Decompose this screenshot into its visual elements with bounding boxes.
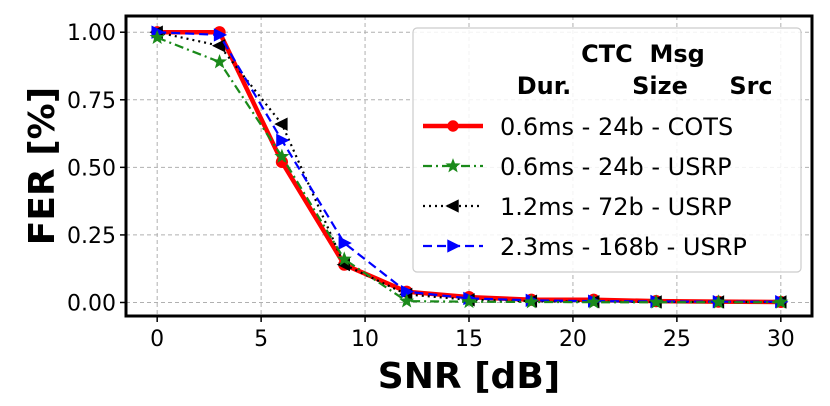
- marker-star: [710, 294, 726, 309]
- legend-header-line1: CTC Msg: [581, 40, 705, 68]
- legend: CTC Msg Dur. Size Src 0.6ms - 24b - COTS…: [412, 27, 802, 273]
- y-tick-label: 0.75: [67, 89, 116, 114]
- marker-star: [461, 293, 477, 309]
- x-tick-label: 5: [254, 327, 268, 352]
- x-tick-label: 25: [663, 327, 691, 352]
- marker-star: [274, 148, 290, 163]
- marker-triangle-right: [447, 239, 461, 253]
- marker-star: [212, 54, 228, 69]
- y-tick-label: 1.00: [67, 21, 116, 46]
- y-tick-label: 0.00: [67, 291, 116, 316]
- marker-triangle-right: [276, 133, 290, 147]
- series-line: [157, 31, 781, 303]
- y-axis-title: FER [%]: [22, 87, 63, 245]
- marker-triangle-right: [338, 236, 352, 250]
- marker-star: [445, 158, 461, 173]
- legend-box: [412, 27, 802, 273]
- y-tick-label: 0.50: [67, 156, 116, 181]
- legend-entry: 1.2ms - 72b - USRP: [423, 193, 732, 221]
- marker-star: [773, 294, 789, 309]
- legend-entry: 0.6ms - 24b - COTS: [423, 113, 733, 141]
- x-tick-label: 0: [150, 327, 164, 352]
- marker-circle: [447, 120, 459, 132]
- legend-header-src: Src: [729, 72, 772, 100]
- x-tick-label: 10: [351, 327, 379, 352]
- marker-star: [648, 294, 664, 309]
- legend-entry: 2.3ms - 168b - USRP: [423, 233, 747, 261]
- marker-triangle-left: [445, 199, 459, 213]
- legend-header-size: Size: [632, 72, 688, 100]
- series-2: [149, 29, 789, 309]
- legend-header-dur: Dur.: [517, 72, 572, 100]
- y-axis: 0.00 0.25 0.50 0.75 1.00: [67, 21, 126, 316]
- series-layer: [149, 25, 789, 309]
- marker-star: [149, 29, 165, 45]
- y-tick-label: 0.25: [67, 224, 116, 249]
- legend-label: 2.3ms - 168b - USRP: [500, 233, 747, 261]
- x-tick-label: 30: [767, 327, 795, 352]
- legend-label: 1.2ms - 72b - USRP: [500, 193, 732, 221]
- x-axis: 0 5 10 15 20 25 30: [150, 316, 795, 352]
- x-tick-label: 20: [559, 327, 587, 352]
- x-axis-title: SNR [dB]: [378, 356, 560, 397]
- marker-star: [523, 294, 539, 309]
- marker-star: [336, 251, 352, 266]
- x-tick-label: 15: [455, 327, 483, 352]
- legend-entry: 0.6ms - 24b - USRP: [423, 153, 732, 181]
- marker-triangle-right: [400, 285, 415, 299]
- marker-triangle-left: [274, 117, 288, 131]
- marker-star: [586, 294, 602, 309]
- legend-label: 0.6ms - 24b - USRP: [500, 153, 732, 181]
- legend-entries: 0.6ms - 24b - COTS 0.6ms - 24b - USRP 1.2m…: [423, 113, 747, 261]
- marker-triangle-right: [213, 28, 228, 42]
- marker-star: [399, 293, 415, 308]
- marker-triangle-left: [211, 39, 226, 53]
- legend-label: 0.6ms - 24b - COTS: [500, 113, 733, 141]
